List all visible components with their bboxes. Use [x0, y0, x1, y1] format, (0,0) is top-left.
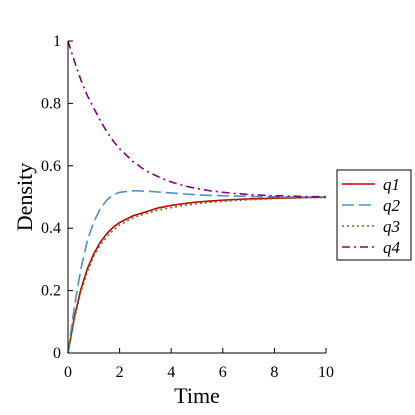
legend: q1 q2 q3 q4	[336, 169, 412, 261]
series-line-q1	[67, 196, 326, 354]
legend-box	[336, 169, 412, 261]
x-tick-label: 4	[167, 364, 175, 381]
x-ticks: 0 2 4 6 8 10	[64, 348, 334, 381]
axes	[67, 41, 326, 354]
x-tick-label: 2	[116, 364, 124, 381]
y-tick-label: 0	[53, 345, 61, 362]
y-tick-label: 0.4	[41, 220, 61, 237]
series-line-q4	[67, 40, 326, 198]
series-line-q3	[67, 196, 326, 354]
legend-label-q1: q1	[383, 175, 400, 194]
y-tick-label: 1	[53, 33, 61, 50]
y-axis-title: Density	[12, 163, 37, 231]
legend-label-q2: q2	[383, 196, 401, 215]
legend-label-q3: q3	[383, 217, 400, 236]
series-line-q2	[67, 189, 326, 354]
x-tick-label: 0	[64, 364, 72, 381]
plot-area	[67, 40, 326, 354]
x-tick-label: 10	[318, 364, 334, 381]
y-tick-label: 0.2	[41, 283, 61, 300]
x-tick-label: 8	[270, 364, 278, 381]
x-tick-label: 6	[219, 364, 227, 381]
x-axis-title: Time	[174, 383, 220, 408]
legend-label-q4: q4	[383, 238, 401, 257]
y-tick-label: 0.8	[41, 95, 61, 112]
y-tick-label: 0.6	[41, 158, 61, 175]
y-ticks: 0 0.2 0.4 0.6 0.8 1	[41, 33, 73, 362]
